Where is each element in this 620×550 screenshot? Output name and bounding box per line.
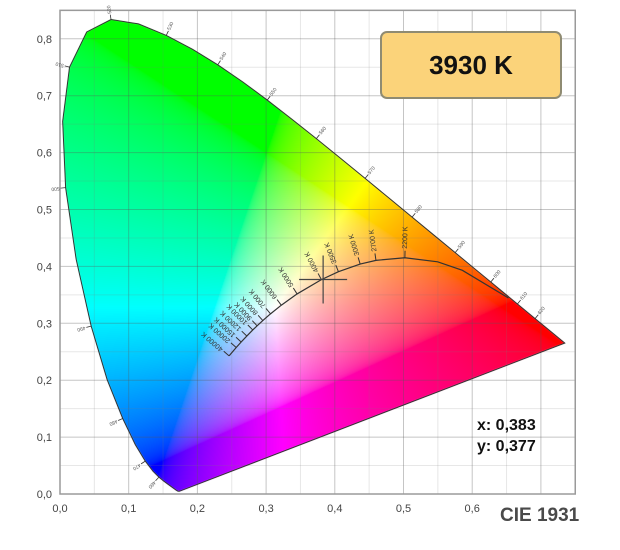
wavelength-label: 550 — [269, 87, 279, 97]
cct-label: 6000 K — [260, 278, 279, 300]
cct-badge: 3930 K — [380, 31, 562, 99]
cct-tick — [223, 350, 230, 357]
wavelength-label: 460 — [147, 479, 157, 489]
x-tick-label: 0,0 — [52, 503, 67, 515]
wavelength-label: 580 — [414, 204, 424, 214]
cct-label: 4000 K — [304, 250, 321, 273]
coordinates-readout: x: 0,383 y: 0,377 — [477, 415, 536, 457]
wavelength-tick — [534, 314, 539, 319]
cct-tick — [247, 324, 254, 331]
wavelength-tick — [266, 95, 271, 101]
wavelength-label: 490 — [76, 324, 86, 332]
y-tick-label: 0,7 — [37, 91, 52, 103]
cct-label: 3000 K — [348, 233, 361, 257]
cct-tick — [292, 287, 298, 295]
wavelength-label: 560 — [318, 126, 328, 136]
planckian-locus — [228, 257, 509, 357]
cct-tick — [230, 342, 237, 348]
wavelength-tick — [140, 460, 146, 465]
wavelength-label: 510 — [55, 60, 65, 68]
wavelength-label: 610 — [519, 291, 529, 301]
wavelength-tick — [490, 277, 495, 283]
cct-label: 2700 K — [368, 229, 378, 252]
y-tick-label: 0,5 — [37, 205, 52, 217]
x-tick-label: 0,3 — [258, 503, 273, 515]
x-tick-label: 0,1 — [121, 503, 136, 515]
wavelength-label: 520 — [106, 5, 113, 14]
wavelength-tick — [64, 65, 70, 68]
y-tick-label: 0,4 — [37, 261, 52, 273]
cct-tick — [241, 330, 248, 337]
y-tick-label: 0,8 — [37, 34, 52, 46]
cct-tick — [235, 336, 242, 343]
y-tick-label: 0,0 — [37, 489, 52, 501]
plot-border — [59, 9, 576, 495]
wavelength-tick — [165, 30, 169, 36]
wavelength-label: 570 — [367, 165, 377, 175]
wavelength-tick — [517, 299, 521, 305]
cct-label: 3500 K — [324, 241, 339, 265]
y-coordinate: y: 0,377 — [477, 438, 536, 455]
wavelength-label: 530 — [166, 21, 175, 31]
wavelength-tick — [364, 174, 369, 179]
cct-tick — [357, 257, 361, 265]
y-tick-label: 0,2 — [37, 375, 52, 387]
chart-title: CIE 1931 — [500, 505, 580, 526]
cct-tick — [335, 265, 339, 272]
wavelength-tick — [411, 213, 416, 218]
cct-tick — [251, 320, 258, 327]
y-tick-label: 0,6 — [37, 148, 52, 160]
wavelength-label: 590 — [457, 240, 467, 250]
cct-label: 5000 K — [277, 265, 295, 288]
cct-tick — [374, 253, 377, 261]
x-tick-label: 0,4 — [327, 503, 342, 515]
wavelength-tick — [217, 60, 221, 66]
cct-tick — [276, 299, 282, 306]
wavelength-label: 600 — [493, 269, 503, 279]
wavelength-tick — [109, 14, 112, 20]
wavelength-label: 540 — [219, 51, 229, 61]
cct-tick — [265, 308, 271, 315]
wavelength-label: 500 — [51, 185, 60, 192]
wavelength-label: 620 — [537, 306, 547, 316]
x-tick-label: 0,5 — [396, 503, 411, 515]
cct-tick — [257, 315, 264, 321]
x-coordinate: x: 0,383 — [477, 417, 536, 434]
wavelength-tick — [86, 325, 92, 328]
wavelength-label: 470 — [131, 462, 141, 472]
wavelength-label: 480 — [108, 418, 118, 427]
x-tick-label: 0,6 — [465, 503, 480, 515]
wavelength-tick — [117, 418, 123, 421]
wavelength-tick — [155, 476, 160, 482]
x-tick-label: 0,2 — [190, 503, 205, 515]
wavelength-tick — [454, 248, 459, 253]
y-tick-label: 0,1 — [37, 432, 52, 444]
cct-tick — [317, 273, 322, 280]
y-tick-label: 0,3 — [37, 318, 52, 330]
wavelength-tick — [316, 134, 320, 139]
cct-label: 2200 K — [402, 226, 410, 249]
